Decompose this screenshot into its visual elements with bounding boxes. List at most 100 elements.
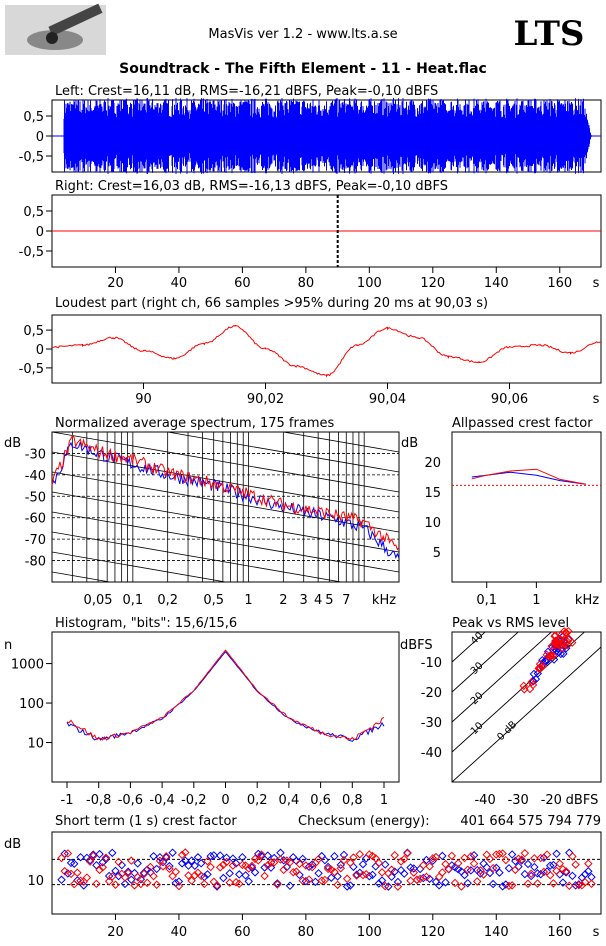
data-point xyxy=(127,875,136,884)
data-point xyxy=(425,874,434,884)
crest-right-series xyxy=(471,468,587,485)
data-point xyxy=(69,879,79,889)
data-point xyxy=(538,661,548,671)
tick-label: 80 xyxy=(298,925,315,940)
crest-guide-line xyxy=(452,632,553,723)
data-point xyxy=(330,867,339,877)
tick-label: 140 xyxy=(484,925,509,940)
data-point xyxy=(365,850,374,859)
data-point xyxy=(298,876,307,885)
chart-title: Allpassed crest factor xyxy=(452,416,593,431)
data-point xyxy=(552,849,561,859)
tick-label: 160 xyxy=(547,925,572,940)
slope-line xyxy=(52,531,344,582)
data-point xyxy=(130,881,139,890)
data-point xyxy=(536,870,545,879)
y-axis-ticks: 0,5 0 -0,5 xyxy=(19,110,52,165)
slope-line xyxy=(52,352,399,412)
data-point xyxy=(584,859,593,868)
data-point xyxy=(469,859,479,868)
data-point xyxy=(422,855,431,865)
tick-label: 90 xyxy=(135,392,152,407)
data-point xyxy=(346,881,355,890)
y-axis-ticks: -10 -20 -30 -40 xyxy=(421,656,442,761)
slope-line xyxy=(52,652,399,712)
slope-line xyxy=(52,551,228,582)
data-point xyxy=(523,859,533,869)
data-point xyxy=(536,853,545,863)
y-axis-label: dB xyxy=(4,837,21,852)
tick-label: 7 xyxy=(342,593,350,608)
data-point xyxy=(209,851,219,860)
tick-label: -50 xyxy=(25,490,46,505)
data-point xyxy=(187,876,196,885)
x-axis-ticks: 0,1 1 kHz xyxy=(476,582,599,608)
data-point xyxy=(225,878,234,887)
data-point xyxy=(260,863,269,872)
data-point xyxy=(139,869,149,879)
tick-label: -0,8 xyxy=(86,793,111,808)
data-point xyxy=(60,866,69,876)
crest-guide-line xyxy=(452,632,519,693)
data-point xyxy=(511,856,520,866)
crest-guide-label: 0 dB xyxy=(495,719,519,743)
y-axis-ticks: 0,5 0 -0,5 xyxy=(19,205,52,260)
data-point xyxy=(558,864,568,874)
data-point xyxy=(552,866,561,876)
data-point xyxy=(479,870,488,879)
y-axis-label: dB xyxy=(4,436,21,451)
data-point xyxy=(349,853,358,862)
data-point xyxy=(57,875,66,885)
data-point xyxy=(472,877,482,886)
data-point xyxy=(555,859,564,868)
data-point xyxy=(133,872,142,882)
tick-label: -0,5 xyxy=(19,150,44,165)
data-point xyxy=(219,873,228,883)
data-point xyxy=(82,873,92,882)
data-point xyxy=(342,882,352,891)
data-point xyxy=(149,851,158,861)
data-point xyxy=(342,874,352,884)
data-point xyxy=(89,850,98,859)
data-point xyxy=(374,858,384,868)
data-point xyxy=(181,856,190,865)
plot-frame xyxy=(51,831,602,915)
data-point xyxy=(374,879,384,888)
tick-label: 100 xyxy=(357,925,382,940)
histogram-right-series xyxy=(66,649,385,741)
tick-label: 3 xyxy=(300,593,308,608)
data-point xyxy=(365,872,374,881)
data-point xyxy=(146,862,155,872)
tick-label: 0,1 xyxy=(123,593,144,608)
data-point xyxy=(587,872,596,882)
tick-label: kHz xyxy=(575,593,599,608)
data-point xyxy=(393,882,403,891)
tick-label: 1000 xyxy=(11,658,44,673)
tick-label: -0,4 xyxy=(149,793,174,808)
tick-label: 20 xyxy=(107,276,124,291)
grid xyxy=(52,352,399,712)
tick-label: -40 xyxy=(474,793,495,808)
data-point xyxy=(117,860,127,870)
data-point xyxy=(534,664,543,673)
data-point xyxy=(523,879,533,888)
tick-label: 0,05 xyxy=(84,593,113,608)
data-point xyxy=(485,854,495,864)
data-point xyxy=(565,848,574,858)
data-point xyxy=(556,641,565,650)
data-point xyxy=(149,871,158,881)
loudest-series xyxy=(51,324,602,378)
slope-line xyxy=(52,451,399,513)
data-point xyxy=(311,858,320,868)
data-point xyxy=(377,876,387,885)
x-axis-ticks: 20 40 60 80 100 120 140 160 s xyxy=(107,914,600,940)
tick-label: 0 xyxy=(36,343,44,358)
spectrum-right-series xyxy=(51,434,400,551)
data-point xyxy=(174,877,184,886)
tick-label: 0,4 xyxy=(279,793,300,808)
data-point xyxy=(276,848,285,858)
data-point xyxy=(438,868,447,877)
data-point xyxy=(95,849,104,859)
data-point xyxy=(501,880,511,889)
tick-label: -30 xyxy=(421,716,442,731)
